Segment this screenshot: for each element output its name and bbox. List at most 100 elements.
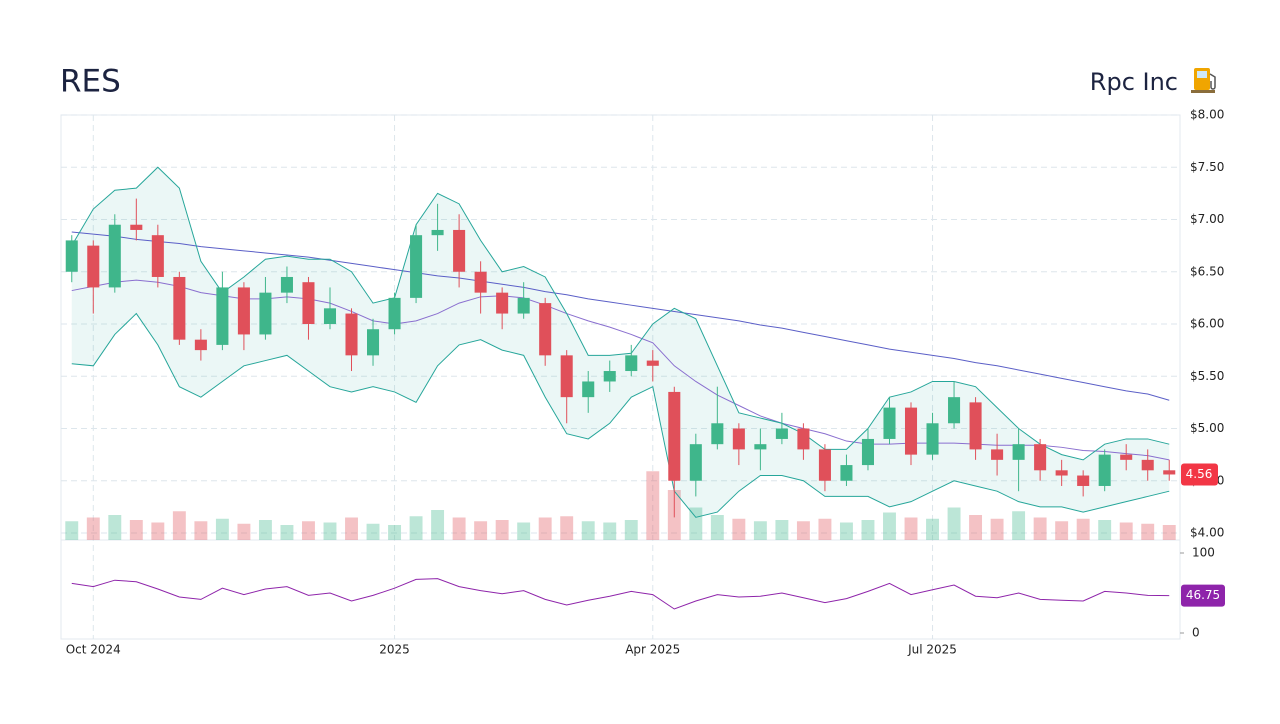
rsi-panel <box>60 539 1181 640</box>
volume-bar <box>904 517 918 540</box>
candle-body <box>668 391 681 481</box>
volume-bar <box>926 518 939 540</box>
price-tag <box>1181 463 1218 486</box>
volume-bar <box>1162 525 1176 540</box>
volume-bar <box>1055 521 1069 540</box>
rsi-tag-label: 46.75 <box>1186 588 1220 602</box>
y-tick-label: $4.00 <box>1190 526 1224 540</box>
volume-bar <box>969 515 983 540</box>
volume-bar <box>495 520 509 540</box>
candle-body <box>431 229 444 236</box>
candle-body <box>302 282 315 324</box>
volume-bar <box>86 517 100 540</box>
x-tick-label: Apr 2025 <box>625 643 680 657</box>
volume-bar <box>1141 523 1155 540</box>
candle-body <box>517 297 530 314</box>
volume-bar <box>323 522 337 540</box>
candle-body <box>1120 454 1133 460</box>
volume-bar <box>538 517 552 540</box>
ticker-title: RES <box>60 64 121 100</box>
rsi-tick-label: 0 <box>1192 626 1200 640</box>
x-tick-label: 2025 <box>379 643 410 657</box>
candle-body <box>280 276 293 293</box>
volume-bar <box>646 471 660 540</box>
volume-bar <box>861 520 875 540</box>
volume-bar <box>818 518 832 540</box>
indicator-line <box>71 312 1170 518</box>
rsi-tag <box>1181 584 1225 607</box>
volume-bar <box>1076 518 1090 540</box>
candle-body <box>410 235 423 298</box>
volume-bar <box>108 515 122 540</box>
candle-body <box>259 292 272 335</box>
volume-bar <box>1033 517 1047 540</box>
y-tick-label: $6.50 <box>1190 264 1224 278</box>
volume-bar <box>151 522 165 540</box>
candle-body <box>496 292 509 314</box>
candle-body <box>840 465 853 481</box>
fuel-icon <box>1191 68 1216 93</box>
candle-body <box>582 381 595 398</box>
candle-body <box>151 235 164 277</box>
volume-bar <box>839 522 853 540</box>
volume-bar <box>431 510 445 540</box>
candle-body <box>130 224 143 230</box>
candle-body <box>345 313 358 356</box>
candle-body <box>539 303 552 356</box>
candle-body <box>711 423 724 445</box>
candle-body <box>948 397 961 424</box>
volume-bar <box>302 521 315 540</box>
rsi-tick-label: 100 <box>1192 546 1215 560</box>
candle-body <box>926 423 939 455</box>
candle-body <box>323 308 337 324</box>
candle-body <box>1163 470 1176 475</box>
candle-body <box>1055 470 1068 476</box>
candle-body <box>625 355 638 372</box>
volume-bar <box>65 521 79 540</box>
price-tag-label: 4.56 <box>1186 467 1213 481</box>
volume-bar <box>1119 522 1133 540</box>
candle-body <box>87 245 100 288</box>
candle-body <box>754 444 767 450</box>
candle-body <box>1141 459 1154 471</box>
volume-bar <box>775 520 789 540</box>
candle-body <box>603 371 616 382</box>
company-name: Rpc Inc <box>1090 68 1178 96</box>
candle-body <box>904 407 918 455</box>
volume-bar <box>753 521 767 540</box>
volume-bar <box>883 512 896 540</box>
x-tick-label: Oct 2024 <box>66 643 121 657</box>
volume-bar <box>990 518 1004 540</box>
candle-body <box>194 339 207 351</box>
candle-body <box>1098 454 1111 486</box>
volume-bar <box>452 517 466 540</box>
indicator-line <box>71 166 1170 461</box>
volume-bar <box>194 521 208 540</box>
candle-body <box>453 229 466 272</box>
y-tick-label: $7.50 <box>1190 160 1224 174</box>
volume-bar <box>215 518 229 540</box>
candle-body <box>797 428 810 450</box>
candle-body <box>237 287 250 335</box>
volume-bar <box>732 518 746 540</box>
candle-body <box>646 360 659 366</box>
volume-bar <box>624 520 638 540</box>
volume-bar <box>1098 520 1112 540</box>
volume-bar <box>237 523 251 540</box>
volume-bar <box>560 516 574 540</box>
candle-body <box>1077 475 1090 486</box>
candle-body <box>474 271 487 293</box>
y-tick-label: $6.00 <box>1190 317 1224 331</box>
candle-body <box>991 449 1004 460</box>
volume-bar <box>517 522 531 540</box>
volume-bar <box>689 507 703 540</box>
candle-body <box>560 355 573 398</box>
x-tick-label: Jul 2025 <box>907 643 957 657</box>
volume-bar <box>409 516 423 540</box>
volume-bar <box>581 521 595 540</box>
volume-bar <box>796 521 810 540</box>
candle-body <box>969 402 982 450</box>
volume-bar <box>710 515 724 540</box>
